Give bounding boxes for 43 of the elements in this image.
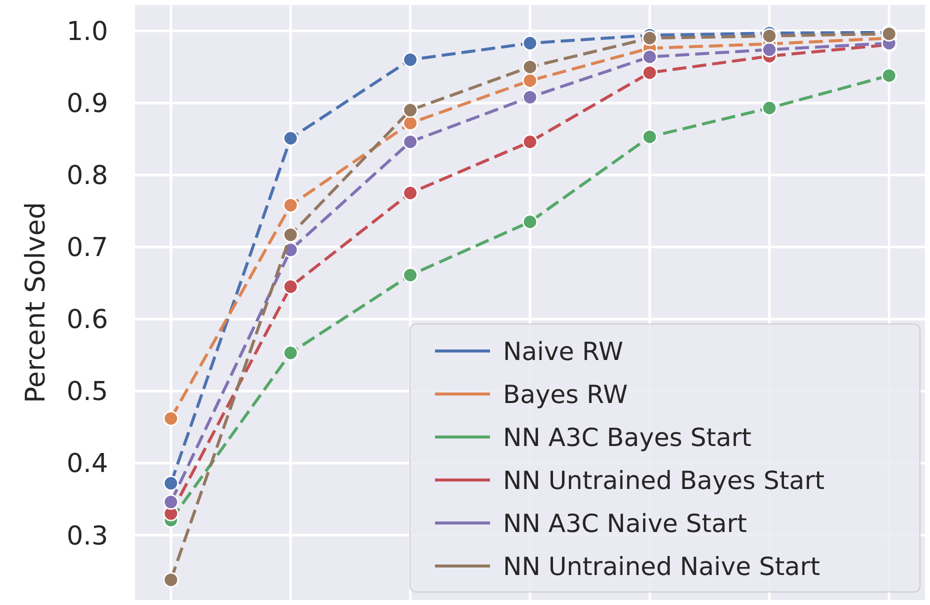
point [282,278,298,294]
point [522,134,538,150]
y-tick-label: 1.0 [66,17,108,48]
point [282,227,298,243]
y-tick-label: 0.8 [66,161,108,192]
point [402,102,418,118]
point [762,42,778,58]
point [762,28,778,44]
point [163,476,179,492]
point [642,64,658,80]
legend-label: NN Untrained Bayes Start [503,466,825,495]
point [402,185,418,201]
point [163,572,179,588]
point [881,68,897,84]
y-tick-label: 0.5 [66,377,108,408]
y-tick-label: 0.6 [66,305,108,336]
point [282,198,298,214]
point [402,52,418,68]
y-axis-title: Percent Solved [20,202,52,404]
point [762,100,778,116]
y-tick-label: 0.7 [66,233,108,264]
point [522,35,538,51]
point [522,214,538,230]
point [402,115,418,131]
y-tick-label: 0.3 [66,521,108,552]
point [163,410,179,426]
point [402,267,418,283]
legend-label: NN A3C Bayes Start [503,422,752,452]
point [522,89,538,105]
point [282,345,298,361]
legend-label: NN A3C Naive Start [503,508,748,538]
point [522,59,538,75]
point [282,130,298,146]
point [402,134,418,150]
legend-label: NN Untrained Naive Start [503,552,820,581]
y-tick-label: 0.4 [66,449,108,480]
point [642,129,658,145]
legend-label: Bayes RW [503,380,628,409]
legend-label: Naive RW [503,336,624,366]
y-tick-label: 0.9 [66,89,108,120]
point [522,72,538,88]
point [642,49,658,65]
point [163,494,179,510]
